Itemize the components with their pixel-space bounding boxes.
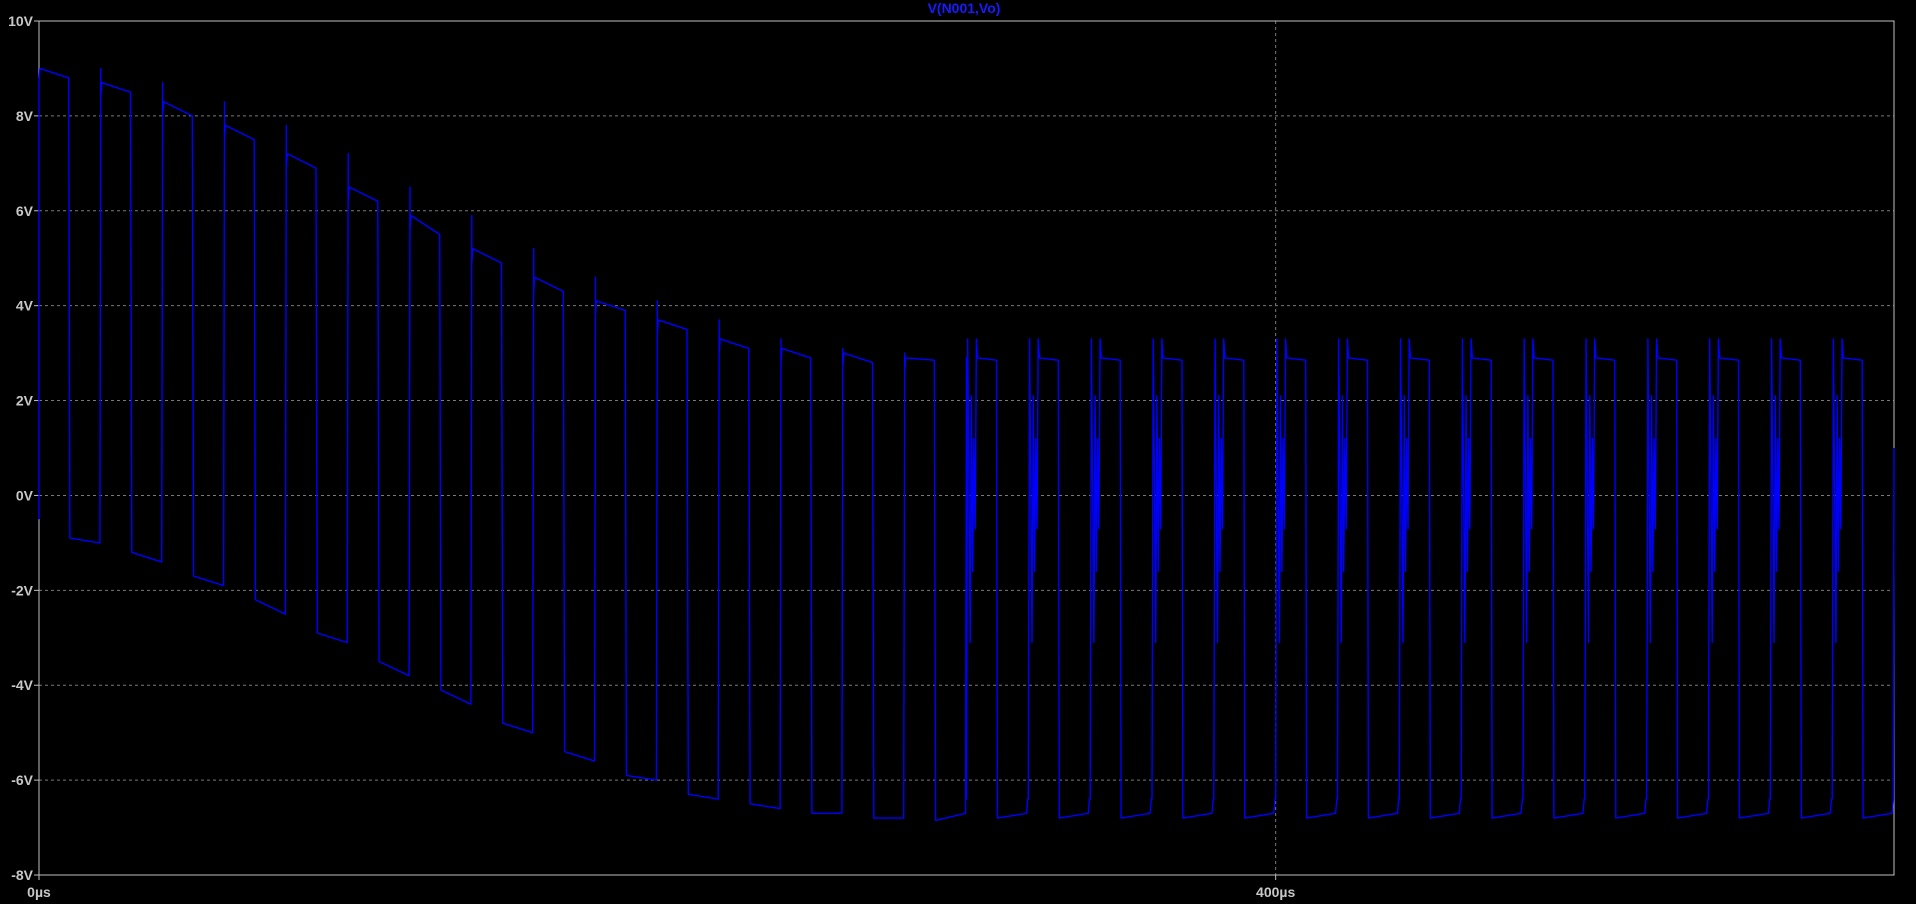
x-tick-label: 400µs [1256,884,1295,900]
y-tick-label: -2V [11,582,33,598]
x-tick-label: 0µs [27,884,51,900]
y-tick-label: 2V [16,393,34,409]
y-tick-label: 10V [8,13,34,29]
y-tick-label: 4V [16,298,34,314]
series-line-v-n001-vo [38,67,1895,822]
trace-layer [38,67,1895,822]
y-tick-label: -8V [11,867,33,883]
y-tick-label: 8V [16,108,34,124]
y-tick-label: 6V [16,203,34,219]
plot-title[interactable]: V(N001,Vo) [928,0,1001,16]
y-tick-label: -4V [11,677,33,693]
y-tick-label: 0V [16,487,34,503]
y-tick-label: -6V [11,772,33,788]
grid [39,21,1894,875]
